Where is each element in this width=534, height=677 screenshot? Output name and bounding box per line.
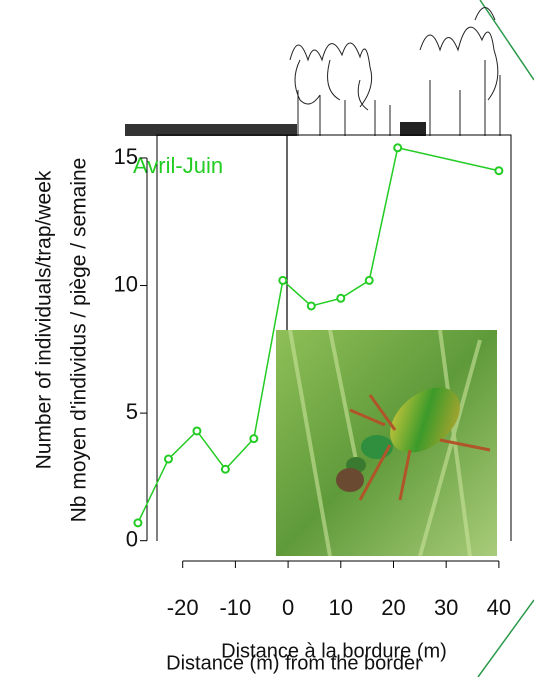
data-point [337, 295, 344, 302]
data-point [222, 466, 229, 473]
data-point [165, 456, 172, 463]
y-tick-label: 15 [114, 144, 138, 169]
data-point [134, 519, 141, 526]
data-point [366, 277, 373, 284]
decor-line [480, 0, 534, 80]
x-tick-label: 20 [381, 595, 405, 620]
x-tick-label: -20 [167, 595, 199, 620]
y-axis-label: Number of individuals/trap/week [33, 170, 56, 469]
beetle-photo [276, 330, 497, 556]
data-point [193, 427, 200, 434]
x-tick-label: 10 [329, 595, 353, 620]
data-point [394, 144, 401, 151]
x-tick-label: -10 [219, 595, 251, 620]
page: {"chart_data": {"type": "line", "x_label… [0, 0, 534, 677]
data-point [308, 302, 315, 309]
trees-illustration [125, 8, 500, 137]
y-tick-label: 10 [114, 271, 138, 296]
y-axis-label: Nb moyen d'individus / piège / semaine [68, 158, 91, 523]
chart: Number of individuals/trap/week Nb moyen… [0, 0, 534, 677]
x-tick-label: 0 [282, 595, 294, 620]
y-tick-label: 0 [126, 527, 138, 552]
x-tick-label: 30 [434, 595, 458, 620]
data-point [495, 167, 502, 174]
data-point [279, 277, 286, 284]
y-tick-label: 5 [126, 399, 138, 424]
x-axis-label: Distance (m) from the border [166, 652, 422, 674]
x-tick-label: 40 [487, 595, 511, 620]
data-point [250, 435, 257, 442]
